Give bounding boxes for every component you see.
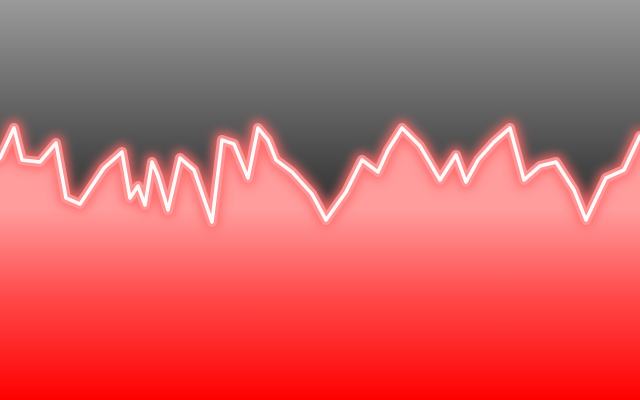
wave-highlight	[0, 126, 640, 224]
